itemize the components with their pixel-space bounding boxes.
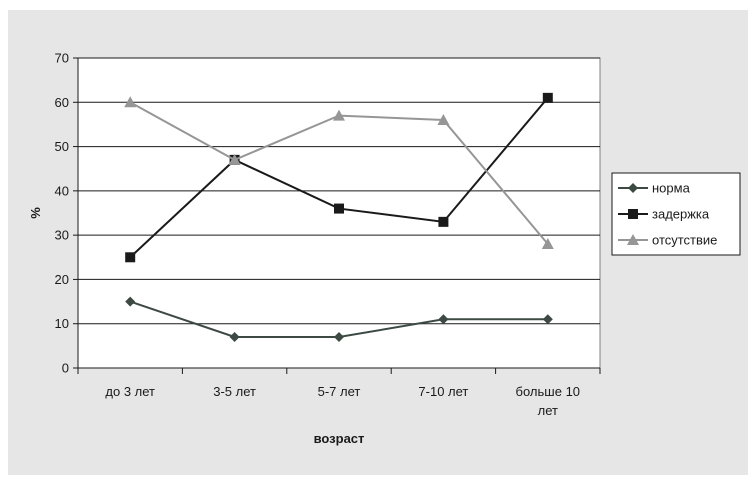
triangle-marker [228,153,241,165]
diamond-marker [438,314,449,325]
x-axis-title: возраст [314,431,365,446]
legend-square-marker [628,209,638,219]
legend-label: норма [652,181,691,196]
legend-triangle-marker [627,234,639,245]
y-tick-labels: 0 10 20 30 40 50 60 70 [55,51,69,376]
legend: норма задержка отсутствие [611,172,741,256]
legend-label: отсутствие [652,233,717,248]
y-tick-label: 40 [55,183,69,198]
x-tick-label: больше 10 [516,384,580,399]
y-tick-label: 0 [62,361,69,376]
y-tick-label: 10 [55,316,69,331]
diamond-marker [334,332,344,342]
legend-diamond-marker [628,183,638,193]
y-tick-label: 30 [55,228,69,243]
triangle-marker [333,109,345,121]
y-axis-title: % [28,207,43,219]
series-group [124,92,554,342]
x-tick-label: 7-10 лет [418,384,468,399]
triangle-marker [541,238,554,249]
x-tick-label: 5-7 лет [318,384,361,399]
diamond-marker [229,332,240,342]
square-marker [334,203,344,214]
diamond-marker [125,296,136,307]
legend-item: норма [618,181,691,196]
series-3 [124,96,554,249]
series-1 [125,296,553,342]
x-tick-labels: до 3 лет 3-5 лет 5-7 лет 7-10 лет больше 10 л… [105,384,580,418]
diamond-marker [542,314,553,325]
square-marker [438,216,449,227]
x-tick-label: до 3 лет [105,384,155,399]
x-tick-label: лет [538,403,558,418]
gridlines [78,57,600,325]
y-tick-label: 20 [55,272,69,287]
legend-label: задержка [652,207,710,222]
x-tick-label: 3-5 лет [213,384,256,399]
y-tick-label: 70 [55,51,69,66]
y-tick-label: 50 [55,139,69,154]
square-marker [542,92,553,103]
triangle-marker [437,114,450,125]
legend-item: отсутствие [618,233,717,248]
square-marker [125,252,136,263]
axes [73,57,601,374]
triangle-marker [124,96,137,108]
legend-item: задержка [618,207,710,222]
y-tick-label: 60 [55,95,69,110]
